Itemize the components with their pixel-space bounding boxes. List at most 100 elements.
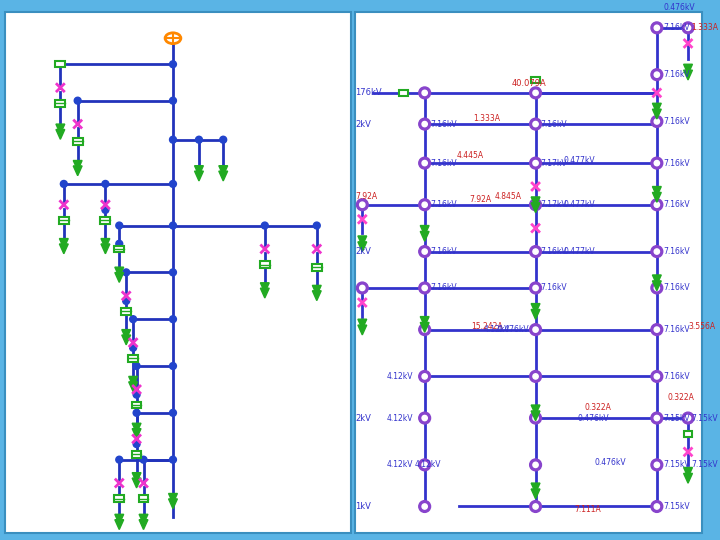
Text: 0.322A: 0.322A xyxy=(585,403,611,412)
Circle shape xyxy=(685,25,690,30)
Circle shape xyxy=(530,87,541,99)
Circle shape xyxy=(169,269,176,276)
Text: 2kV: 2kV xyxy=(356,119,372,129)
Circle shape xyxy=(419,246,431,258)
Text: 7.92A: 7.92A xyxy=(356,192,377,201)
Circle shape xyxy=(169,316,176,322)
Polygon shape xyxy=(139,514,148,524)
Bar xyxy=(531,77,540,83)
Text: 7.16kV: 7.16kV xyxy=(430,247,456,256)
Circle shape xyxy=(530,246,541,258)
Text: 1kV: 1kV xyxy=(356,502,372,511)
Text: 7.15kV: 7.15kV xyxy=(691,414,718,422)
Polygon shape xyxy=(219,171,228,181)
Polygon shape xyxy=(531,483,540,493)
Circle shape xyxy=(422,122,428,127)
Circle shape xyxy=(169,456,176,463)
Polygon shape xyxy=(531,489,540,499)
Circle shape xyxy=(169,61,176,68)
Polygon shape xyxy=(56,124,65,134)
Polygon shape xyxy=(194,166,203,176)
Text: 40.079A: 40.079A xyxy=(511,79,546,87)
Circle shape xyxy=(533,462,539,468)
Polygon shape xyxy=(358,242,366,252)
Circle shape xyxy=(533,374,539,379)
Circle shape xyxy=(419,459,431,471)
Circle shape xyxy=(651,116,662,127)
Circle shape xyxy=(130,345,137,351)
Circle shape xyxy=(654,285,660,291)
Circle shape xyxy=(130,316,137,322)
Polygon shape xyxy=(652,281,661,291)
Text: 4.12kV: 4.12kV xyxy=(387,372,413,381)
Circle shape xyxy=(419,412,431,424)
Polygon shape xyxy=(652,109,661,119)
Circle shape xyxy=(313,222,320,229)
Bar xyxy=(121,308,131,315)
Circle shape xyxy=(419,87,431,99)
Circle shape xyxy=(419,282,431,294)
Circle shape xyxy=(422,374,428,379)
Polygon shape xyxy=(168,494,177,503)
Polygon shape xyxy=(115,519,124,530)
Circle shape xyxy=(533,415,539,421)
Polygon shape xyxy=(101,239,110,248)
Polygon shape xyxy=(115,273,124,282)
Circle shape xyxy=(533,504,539,509)
Text: 7.16kV: 7.16kV xyxy=(664,159,690,167)
Text: 4.12kV: 4.12kV xyxy=(387,414,413,422)
Circle shape xyxy=(651,370,662,382)
Circle shape xyxy=(654,327,660,332)
Polygon shape xyxy=(132,472,141,483)
Bar xyxy=(59,217,68,224)
Circle shape xyxy=(74,97,81,104)
Circle shape xyxy=(533,202,539,207)
Circle shape xyxy=(530,157,541,169)
Circle shape xyxy=(533,160,539,166)
Polygon shape xyxy=(139,519,148,530)
Polygon shape xyxy=(312,291,321,301)
Polygon shape xyxy=(115,267,124,277)
Text: 7.17kV: 7.17kV xyxy=(541,200,567,209)
Text: 7.16kV: 7.16kV xyxy=(430,119,456,129)
Polygon shape xyxy=(358,319,366,329)
Polygon shape xyxy=(420,226,429,235)
Circle shape xyxy=(133,391,140,398)
Circle shape xyxy=(654,374,660,379)
Bar xyxy=(73,138,83,145)
Text: 7.16kV: 7.16kV xyxy=(664,247,690,256)
Text: 0.477kV: 0.477kV xyxy=(563,156,595,165)
Text: 7.15kV: 7.15kV xyxy=(664,414,690,422)
Circle shape xyxy=(530,282,541,294)
Text: 0.476kV: 0.476kV xyxy=(664,3,696,11)
Text: 4.12kV: 4.12kV xyxy=(387,461,413,469)
Circle shape xyxy=(360,202,365,207)
Bar xyxy=(55,100,66,107)
Circle shape xyxy=(102,206,109,213)
Polygon shape xyxy=(73,160,82,170)
Polygon shape xyxy=(60,244,68,254)
Bar xyxy=(101,217,110,224)
Bar xyxy=(139,495,148,502)
Polygon shape xyxy=(73,166,82,176)
Circle shape xyxy=(533,122,539,127)
Circle shape xyxy=(422,249,428,254)
Circle shape xyxy=(60,180,67,187)
Polygon shape xyxy=(56,130,65,139)
Text: 0.476kV: 0.476kV xyxy=(577,414,609,422)
Circle shape xyxy=(533,327,539,332)
Circle shape xyxy=(654,119,660,124)
Circle shape xyxy=(419,118,431,130)
Text: 0.476kV: 0.476kV xyxy=(498,325,529,334)
Text: 7.16kV: 7.16kV xyxy=(541,119,567,129)
Text: 7.16kV: 7.16kV xyxy=(664,200,690,209)
Circle shape xyxy=(133,409,140,416)
Polygon shape xyxy=(420,316,429,326)
Circle shape xyxy=(651,246,662,258)
Circle shape xyxy=(169,409,176,416)
Polygon shape xyxy=(683,474,693,483)
Polygon shape xyxy=(122,335,130,345)
Polygon shape xyxy=(132,429,141,438)
Polygon shape xyxy=(168,499,177,509)
Circle shape xyxy=(530,412,541,424)
